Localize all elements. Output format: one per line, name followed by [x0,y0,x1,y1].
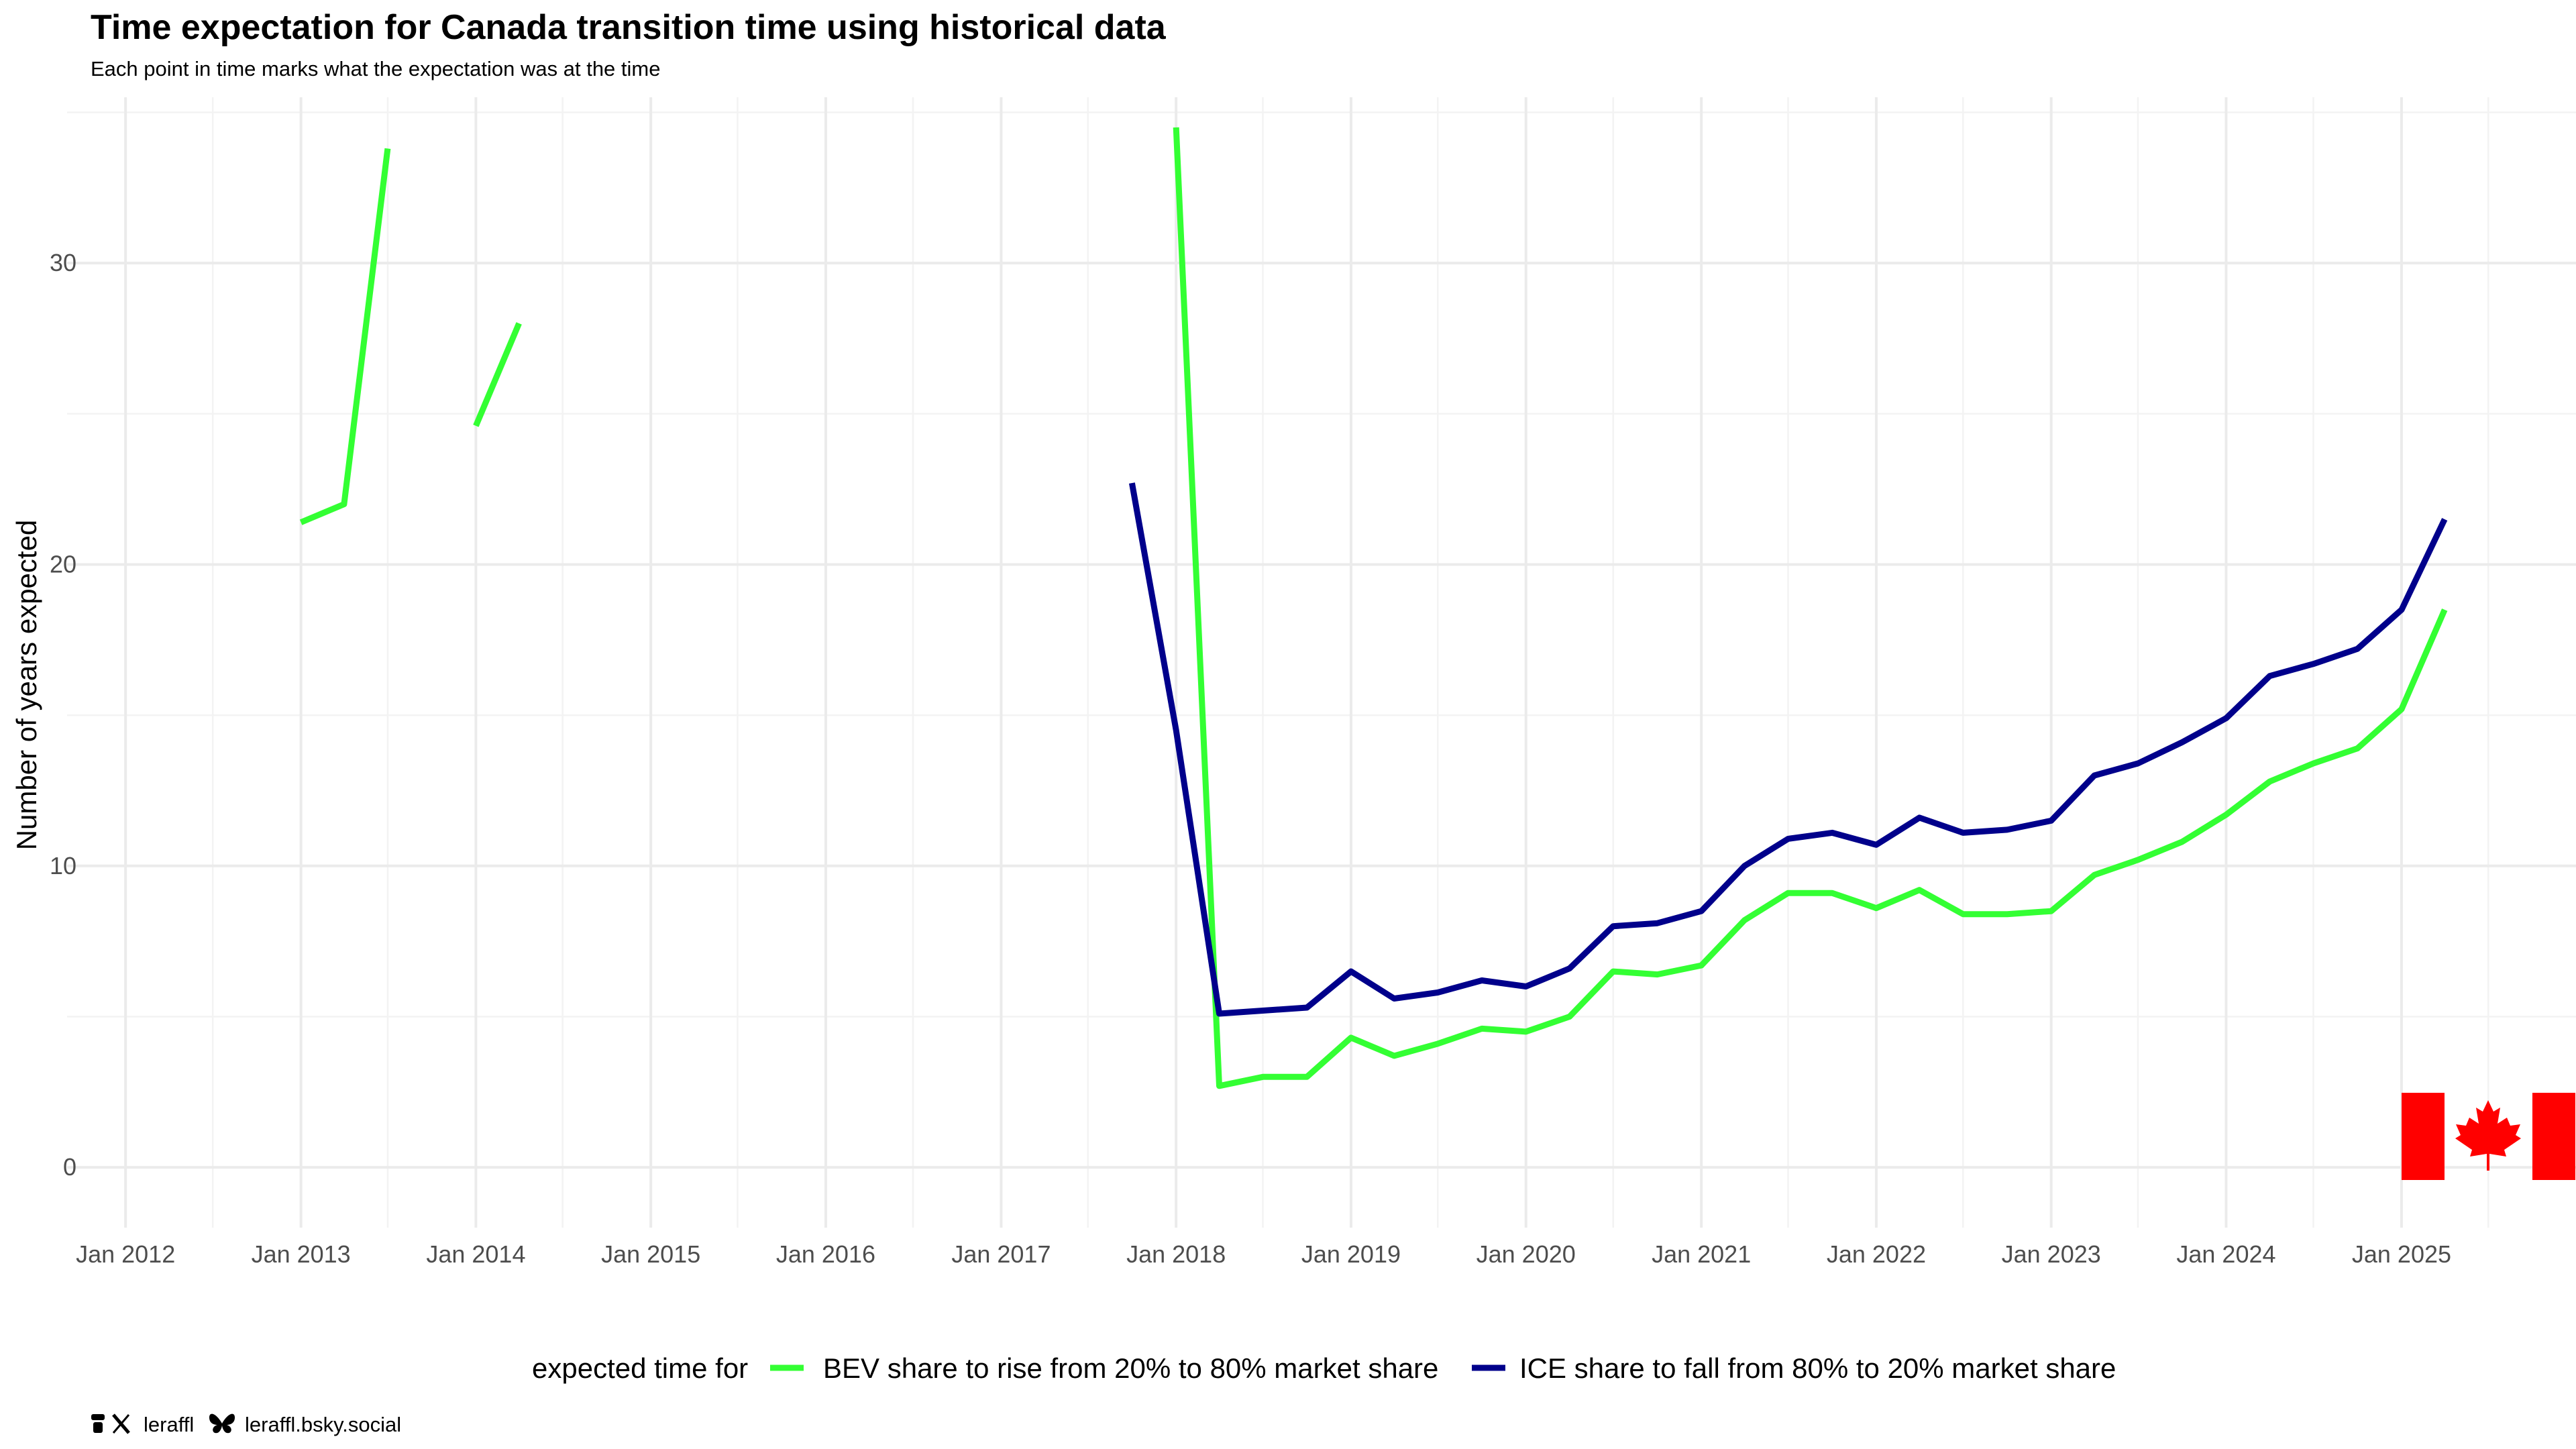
caption: leraffl leraffl.bsky.social [91,1413,401,1436]
y-axis-title: Number of years expected [11,520,42,851]
legend-label-ice: ICE share to fall from 80% to 20% market… [1519,1352,2116,1384]
x-axis-ticks: Jan 2012 Jan 2013 Jan 2014 Jan 2015 Jan 2016… [76,1240,2451,1268]
caption-handle-bsky: leraffl.bsky.social [245,1413,401,1436]
legend-title: expected time for [532,1352,748,1384]
x-tick-label: Jan 2017 [951,1240,1051,1268]
canada-flag-icon [2402,1093,2575,1180]
x-tick-label: Jan 2013 [252,1240,351,1268]
chart-subtitle: Each point in time marks what the expect… [91,57,660,80]
y-tick-label: 30 [50,249,76,276]
series-line-bev [473,322,522,427]
flag-right-bar [2532,1093,2575,1180]
flag-left-bar [2402,1093,2445,1180]
x-tick-label: Jan 2015 [601,1240,700,1268]
thread-icon [91,1414,105,1433]
x-tick-label: Jan 2016 [776,1240,875,1268]
x-icon [112,1413,130,1434]
y-tick-label: 20 [50,550,76,578]
x-tick-label: Jan 2021 [1652,1240,1751,1268]
legend: expected time for BEV share to rise from… [532,1352,2116,1384]
x-tick-label: Jan 2023 [2002,1240,2101,1268]
chart-title: Time expectation for Canada transition t… [91,8,1167,47]
x-tick-label: Jan 2025 [2352,1240,2451,1268]
legend-label-bev: BEV share to rise from 20% to 80% market… [823,1352,1438,1384]
maple-leaf-icon [2455,1100,2521,1171]
x-tick-label: Jan 2024 [2176,1240,2275,1268]
x-tick-label: Jan 2018 [1126,1240,1226,1268]
series-lines [299,127,2448,1089]
caption-handle-x: leraffl [144,1413,194,1436]
y-tick-label: 0 [63,1153,76,1181]
series-line-bev [299,148,391,525]
major-gridlines [67,97,2576,1228]
x-tick-label: Jan 2014 [426,1240,525,1268]
x-tick-label: Jan 2019 [1301,1240,1401,1268]
y-axis-ticks: 0 10 20 30 [50,249,76,1181]
x-tick-label: Jan 2020 [1477,1240,1576,1268]
minor-gridlines [67,97,2576,1228]
x-tick-label: Jan 2012 [76,1240,175,1268]
series-line-ice [1128,482,2448,1017]
x-tick-label: Jan 2022 [1827,1240,1926,1268]
series-line-bev [1173,127,2448,1089]
y-tick-label: 10 [50,852,76,879]
butterfly-icon [209,1413,235,1434]
